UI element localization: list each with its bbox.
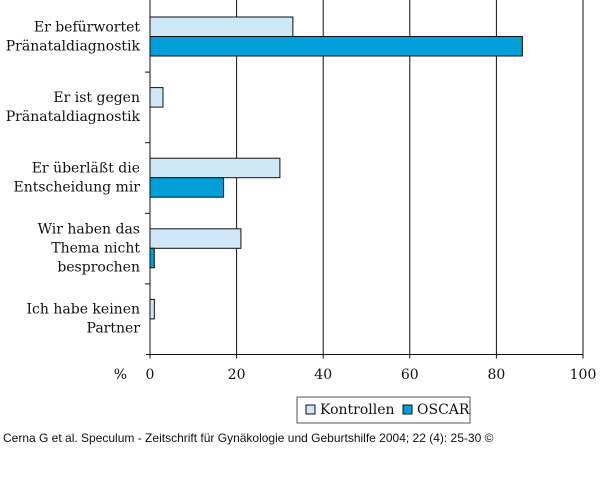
legend-swatch: [305, 404, 316, 415]
legend-box: [296, 396, 471, 424]
caption: Cerna G et al. Speculum - Zeitschrift fü…: [3, 431, 494, 445]
y-tick-label: Ich habe keinen Partner: [27, 302, 141, 337]
x-tick-label: 40: [314, 367, 332, 383]
bar: [149, 157, 281, 179]
bar: [149, 87, 164, 108]
x-tick-label: 20: [228, 367, 246, 383]
legend-swatch: [402, 404, 413, 415]
bar: [149, 298, 155, 320]
bar: [149, 247, 155, 269]
bar: [149, 177, 225, 198]
x-tick-label: 0: [146, 367, 155, 383]
legend-label: Kontrollen: [320, 402, 395, 418]
legend-label: OSCAR: [417, 402, 470, 418]
bar: [149, 228, 242, 249]
x-axis-label: %: [114, 367, 127, 383]
x-tick-label: 100: [570, 367, 597, 383]
y-tick-label: Er ist gegen Pränataldiagnostik: [6, 90, 141, 125]
x-tick-label: 60: [401, 367, 419, 383]
bar: [149, 36, 523, 57]
y-tick-label: Er befürwortet Pränataldiagnostik: [6, 19, 141, 54]
x-tick-label: 80: [487, 367, 505, 383]
y-tick-label: Wir haben das Thema nicht besprochen: [38, 222, 141, 276]
bar: [149, 16, 294, 37]
y-tick-label: Er überläßt die Entscheidung mir: [13, 161, 140, 196]
